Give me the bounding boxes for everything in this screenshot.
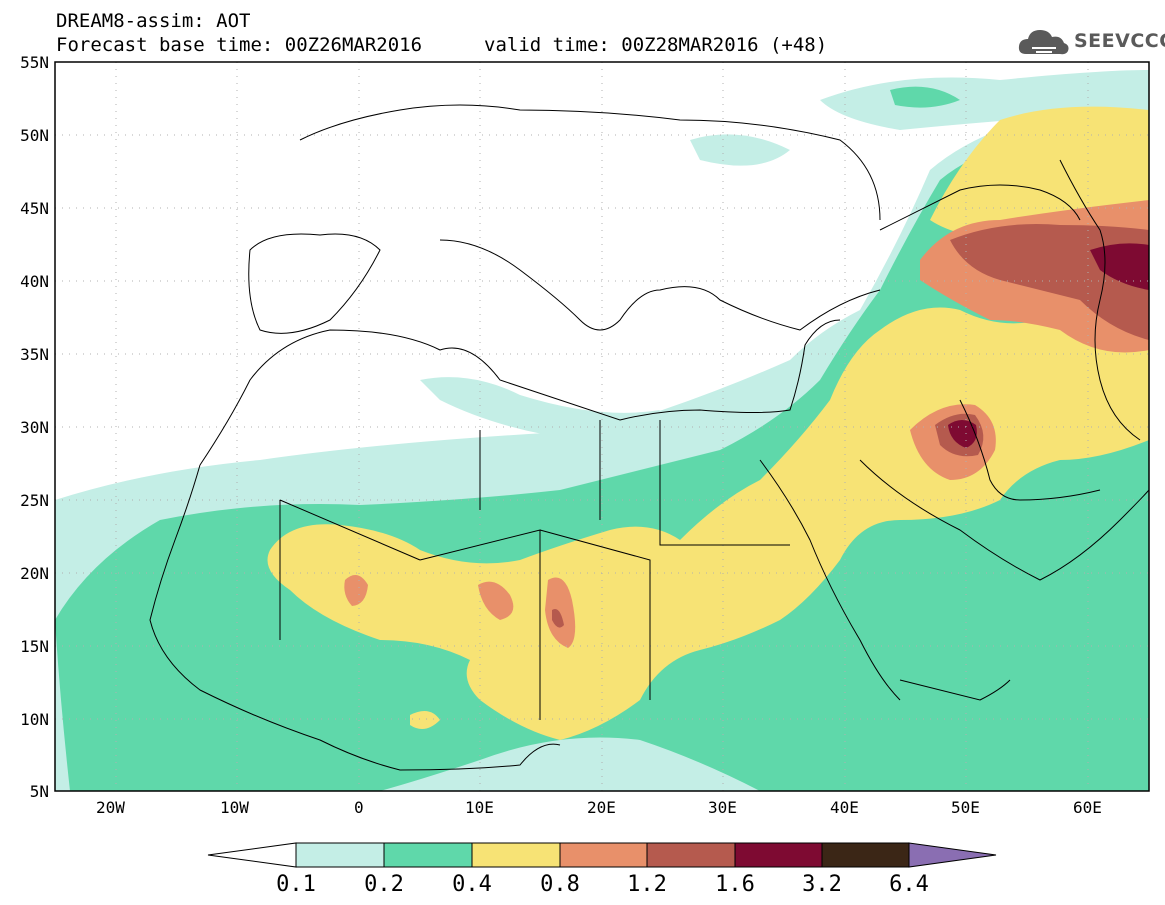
- valid-time: valid time: 00Z28MAR2016 (+48): [484, 34, 828, 56]
- colorbar-box: [821, 842, 910, 868]
- aot-band-0.4: [410, 711, 440, 729]
- colorbar-box: [734, 842, 823, 868]
- lat-lon-grid: [55, 62, 1149, 791]
- product-title: DREAM8-assim: AOT: [56, 10, 251, 32]
- forecast-base-time: Forecast base time: 00Z26MAR2016: [56, 34, 423, 56]
- lat-label: 40N: [20, 272, 49, 291]
- colorbar-level: 0.1: [276, 872, 316, 897]
- lon-label: 20W: [96, 798, 125, 817]
- colorbar-low-arrow: [207, 842, 297, 868]
- lat-label: 25N: [20, 491, 49, 510]
- lon-label: 30E: [708, 798, 737, 817]
- colorbar-box: [646, 842, 736, 868]
- aot-band-0.8: [478, 581, 514, 620]
- aot-band-0.8: [344, 575, 368, 606]
- cloud-icon: [1018, 30, 1069, 55]
- aot-band-0.8: [545, 577, 576, 648]
- lon-label: 10W: [220, 798, 249, 817]
- dust-field: [55, 70, 1149, 791]
- aot-band-0.2: [55, 120, 1149, 791]
- colorbar-level: 1.2: [627, 872, 667, 897]
- plot-frame: [54, 61, 1150, 792]
- lon-label: 10E: [465, 798, 494, 817]
- logo-text: SEEVCCC: [1074, 30, 1165, 52]
- lat-label: 30N: [20, 418, 49, 437]
- lat-label: 20N: [20, 564, 49, 583]
- colorbar-box: [471, 842, 561, 868]
- colorbar-level: 1.6: [715, 872, 755, 897]
- colorbar-box: [295, 842, 385, 868]
- colorbar-box: [559, 842, 648, 868]
- colorbar-level: 0.8: [540, 872, 580, 897]
- aot-band-0.2: [890, 86, 960, 108]
- lat-label: 5N: [29, 782, 49, 801]
- colorbar-level: 0.4: [452, 872, 492, 897]
- colorbar-level: 6.4: [889, 872, 929, 897]
- aot-band-1.6: [948, 420, 977, 448]
- lat-label: 10N: [20, 710, 49, 729]
- lat-label: 55N: [20, 53, 49, 72]
- lat-label: 50N: [20, 126, 49, 145]
- seevccc-logo: SEEVCCC: [1016, 24, 1165, 60]
- coastlines: [149, 104, 1150, 771]
- lon-label: 60E: [1073, 798, 1102, 817]
- lon-label: 0: [354, 798, 364, 817]
- lon-label: 50E: [951, 798, 980, 817]
- colorbar-level: 0.2: [364, 872, 404, 897]
- lon-label: 40E: [830, 798, 859, 817]
- colorbar-box: [383, 842, 473, 868]
- colorbar-high-arrow: [908, 842, 997, 868]
- lat-label: 45N: [20, 199, 49, 218]
- colorbar: [207, 842, 997, 868]
- lat-label: 35N: [20, 345, 49, 364]
- aot-band-0.4: [267, 300, 1149, 740]
- aot-band-1.2: [552, 609, 564, 628]
- aot-band-0.1: [690, 134, 790, 166]
- colorbar-level: 3.2: [802, 872, 842, 897]
- lat-label: 15N: [20, 637, 49, 656]
- lon-label: 20E: [587, 798, 616, 817]
